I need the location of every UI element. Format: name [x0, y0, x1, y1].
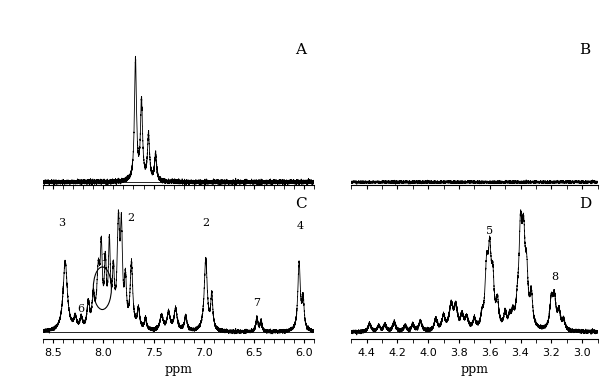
Text: 8: 8	[551, 271, 558, 281]
Text: 4: 4	[296, 221, 304, 231]
Text: 3: 3	[58, 218, 65, 228]
Text: 5: 5	[486, 226, 493, 236]
Text: C: C	[295, 197, 306, 211]
Text: B: B	[580, 43, 591, 57]
Text: 2: 2	[202, 218, 209, 228]
X-axis label: ppm: ppm	[164, 363, 193, 377]
Text: 2: 2	[127, 213, 134, 223]
Text: A: A	[295, 43, 306, 57]
X-axis label: ppm: ppm	[460, 363, 488, 377]
Text: D: D	[579, 197, 591, 211]
Text: 1: 1	[101, 253, 108, 263]
Text: 6: 6	[78, 303, 85, 313]
Text: 7: 7	[253, 298, 261, 308]
